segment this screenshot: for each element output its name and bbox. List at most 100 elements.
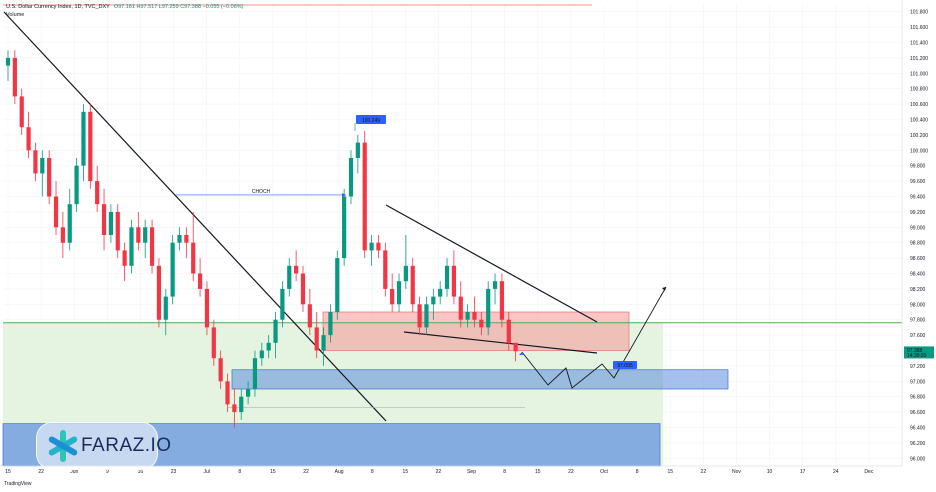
x-tick-label: 22 bbox=[436, 469, 442, 475]
ohlc-values: O97.181 H97.517 L97.259 C97.388 −0.055 (… bbox=[113, 4, 244, 10]
candle-body bbox=[451, 265, 456, 297]
x-tick-label: 10 bbox=[767, 469, 773, 475]
current-price-value: 97.388 bbox=[907, 348, 923, 354]
y-tick-label: 98.600 bbox=[910, 256, 926, 262]
y-tick-label: 96.400 bbox=[910, 426, 926, 432]
x-tick-label: 23 bbox=[171, 469, 177, 475]
x-tick-label: 22 bbox=[568, 469, 574, 475]
candle-body bbox=[156, 265, 162, 320]
y-tick-label: 99.600 bbox=[910, 179, 926, 185]
choch-arrowhead bbox=[342, 192, 346, 197]
y-tick-label: 101.800 bbox=[910, 10, 928, 16]
candle-body bbox=[492, 281, 498, 289]
x-tick-label: 8 bbox=[371, 469, 374, 475]
candle-body bbox=[314, 327, 319, 351]
x-tick-label: 15 bbox=[535, 469, 541, 475]
x-tick-label: 22 bbox=[701, 469, 707, 475]
candle-body bbox=[163, 296, 168, 320]
candle-body bbox=[362, 142, 367, 251]
y-tick-label: 96.200 bbox=[910, 441, 926, 447]
y-tick-label: 101.600 bbox=[910, 25, 928, 31]
logo-text: FARAZ.IO bbox=[81, 435, 172, 456]
candle-body bbox=[218, 358, 223, 382]
candle-body bbox=[225, 381, 230, 405]
y-tick-label: 96.800 bbox=[910, 395, 926, 401]
y-tick-label: 96.600 bbox=[910, 410, 926, 416]
candle-body bbox=[506, 319, 511, 343]
x-tick-label: Nov bbox=[732, 469, 741, 475]
candle-body bbox=[472, 312, 477, 320]
x-tick-label: Oct bbox=[600, 469, 608, 475]
candle-body bbox=[149, 227, 155, 266]
y-tick-label: 101.200 bbox=[910, 56, 928, 62]
candle-body bbox=[465, 312, 470, 320]
candle-body bbox=[177, 235, 182, 243]
projection-path bbox=[521, 286, 667, 389]
candle-body bbox=[479, 319, 484, 328]
candle-body bbox=[280, 288, 285, 320]
candle-body bbox=[376, 242, 381, 251]
candle-body bbox=[170, 242, 175, 297]
candle-body bbox=[335, 258, 340, 312]
y-tick-label: 99.200 bbox=[910, 210, 926, 216]
candle-body bbox=[40, 158, 45, 174]
candle-body bbox=[424, 304, 429, 328]
candle-body bbox=[47, 158, 52, 197]
current-price-time: 14:39:20 bbox=[907, 353, 927, 359]
candle-body bbox=[115, 211, 120, 251]
x-tick-label: Jun bbox=[70, 469, 78, 475]
y-tick-label: 97.800 bbox=[910, 318, 926, 324]
x-tick-label: Jul bbox=[203, 469, 209, 475]
candle-body bbox=[417, 304, 422, 328]
x-tick-label: 8 bbox=[503, 469, 506, 475]
candle-body bbox=[266, 342, 271, 351]
candle-body bbox=[204, 288, 210, 328]
candle-body bbox=[383, 250, 388, 289]
candle-body bbox=[390, 288, 395, 305]
candle-body bbox=[53, 196, 59, 228]
x-tick-label: Sep bbox=[467, 469, 476, 475]
x-tick-label: 17 bbox=[800, 469, 806, 475]
candle-body bbox=[252, 358, 258, 389]
candle-body bbox=[287, 265, 292, 289]
candle-body bbox=[259, 350, 264, 359]
candle-body bbox=[211, 327, 216, 359]
y-tick-label: 97.200 bbox=[910, 364, 926, 370]
candle-body bbox=[5, 57, 11, 66]
y-tick-label: 97.600 bbox=[910, 333, 926, 339]
target-label-box bbox=[613, 361, 637, 369]
candle-body bbox=[431, 296, 436, 305]
y-tick-label: 98.200 bbox=[910, 287, 926, 293]
y-tick-label: 97.000 bbox=[910, 379, 926, 385]
small-up-arrow bbox=[519, 352, 525, 355]
chart-legend: U.S. Dollar Currency Index, 1D, TVC_DXY O… bbox=[6, 3, 243, 19]
candle-body bbox=[67, 204, 72, 243]
candle-body bbox=[101, 204, 107, 235]
candle-body bbox=[403, 265, 408, 282]
y-tick-label: 98.400 bbox=[910, 272, 926, 278]
candle-body bbox=[444, 265, 450, 289]
y-tick-label: 99.800 bbox=[910, 164, 926, 170]
tradingview-credit: TradingView bbox=[4, 481, 32, 487]
candle-body bbox=[307, 304, 312, 328]
candle-body bbox=[369, 242, 374, 251]
wedge-lower-line bbox=[403, 331, 598, 354]
candle-body bbox=[458, 296, 463, 320]
x-tick-label: 24 bbox=[833, 469, 839, 475]
current-price-badge bbox=[904, 346, 934, 359]
x-tick-label: 15 bbox=[5, 469, 11, 475]
target-label-text: 97.095 bbox=[617, 363, 633, 369]
candle-body bbox=[184, 235, 189, 243]
candle-body bbox=[60, 227, 65, 243]
candle-body bbox=[19, 96, 24, 128]
demand-zone bbox=[231, 369, 729, 390]
projection-arrowhead bbox=[662, 287, 666, 291]
x-tick-label: 16 bbox=[138, 469, 144, 475]
y-tick-label: 98.000 bbox=[910, 302, 926, 308]
x-tick-label: 15 bbox=[667, 469, 673, 475]
x-tick-label: 15 bbox=[270, 469, 276, 475]
y-tick-label: 100.600 bbox=[910, 102, 928, 108]
candle-body bbox=[396, 281, 402, 305]
candle-body bbox=[12, 57, 17, 97]
